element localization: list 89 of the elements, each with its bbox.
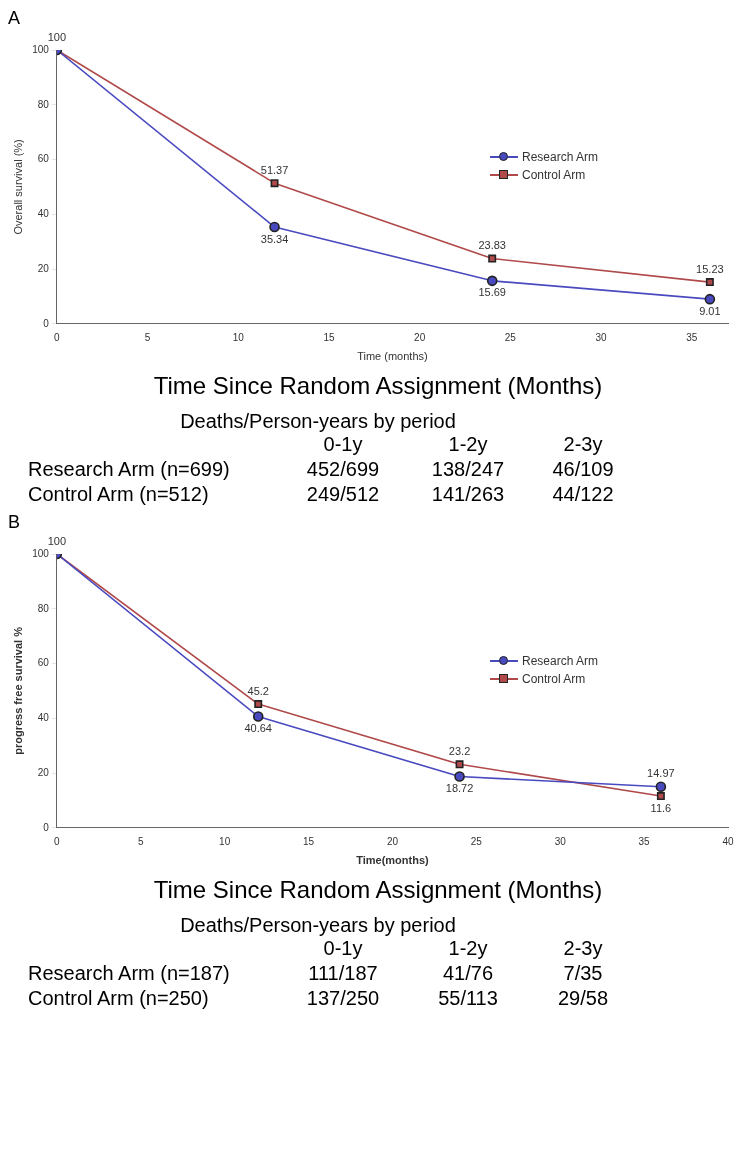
text: 2-3y [562, 937, 604, 960]
text: 41/76 [441, 962, 495, 985]
point [656, 792, 665, 801]
x-tick-label: 5 [144, 331, 151, 343]
point [254, 700, 263, 709]
x-tick-label: 25 [504, 331, 517, 343]
text: Research Arm (n=699) [28, 458, 231, 481]
text: Time Since Random Assignment (Months) [152, 372, 604, 400]
x-tick-label: 40 [722, 835, 734, 847]
data-label: 11.6 [650, 801, 672, 814]
data-label: 23.2 [448, 744, 471, 757]
text: 452/699 [305, 458, 381, 481]
legend-label: Research Arm [521, 653, 598, 670]
data-label: 51.37 [260, 163, 289, 176]
legend-label: Research Arm [521, 149, 598, 166]
point [269, 221, 280, 233]
y-tick-label: 40 [37, 712, 50, 724]
data-label: 9.01 [699, 304, 721, 317]
point [486, 275, 498, 287]
data-label: 35.34 [260, 232, 289, 245]
y-tick-label: 20 [37, 262, 50, 274]
point [704, 293, 716, 305]
point [655, 781, 667, 793]
text: 7/35 [562, 962, 604, 985]
data-label: 40.64 [244, 722, 272, 735]
y-axis-title: progress free survival % [11, 626, 24, 755]
x-tick-label: 15 [302, 835, 315, 847]
text: 55/113 [437, 987, 499, 1010]
x-tick-label: 10 [219, 835, 231, 847]
text: 1-2y [447, 433, 489, 456]
text: 138/247 [430, 458, 506, 481]
x-tick-label: 0 [54, 331, 61, 343]
point [252, 711, 264, 722]
data-label: 23.83 [478, 239, 506, 252]
point [488, 254, 497, 263]
y-tick-label: 100 [32, 547, 50, 559]
x-tick-label: 30 [554, 835, 567, 847]
text: 137/250 [305, 987, 381, 1010]
data-label: 15.23 [696, 262, 724, 275]
text: 0-1y [322, 433, 364, 456]
x-tick-label: 10 [232, 331, 245, 343]
text: Deaths/Person-years by period [179, 410, 457, 433]
y-tick-label: 40 [37, 208, 50, 220]
x-tick-label: 20 [414, 331, 426, 343]
x-axis-title: Time(months) [356, 854, 430, 867]
x-tick-label: 30 [595, 331, 608, 343]
text: 46/109 [551, 458, 615, 481]
x-tick-label: 35 [686, 331, 698, 343]
chart-title: A [8, 8, 21, 28]
x-tick-label: 5 [137, 835, 144, 847]
text: 1-2y [447, 937, 489, 960]
chart-title: B [8, 512, 21, 532]
legend-label: Control Arm [521, 671, 586, 688]
x-tick-label: 20 [386, 835, 399, 847]
text: 249/512 [305, 483, 381, 506]
x-tick-label: 15 [323, 331, 335, 343]
text: 29/58 [556, 987, 610, 1010]
text: Control Arm (n=512) [28, 483, 210, 506]
text: 0-1y [322, 937, 364, 960]
y-tick-label: 0 [43, 317, 50, 329]
text: 44/122 [551, 483, 615, 506]
data-label: 18.72 [445, 782, 474, 795]
text: Time Since Random Assignment (Months) [152, 876, 604, 904]
legend-label: Control Arm [521, 167, 586, 184]
point [705, 278, 714, 287]
point [455, 760, 464, 769]
y-tick-label: 80 [37, 602, 50, 614]
data-label: 15.69 [478, 286, 506, 299]
x-tick-label: 25 [470, 835, 483, 847]
x-tick-label: 35 [638, 835, 651, 847]
text: 2-3y [562, 433, 604, 456]
y-tick-label: 0 [43, 821, 50, 833]
point [270, 179, 279, 188]
x-tick-label: 0 [54, 835, 61, 847]
data-label: 14.97 [647, 767, 675, 780]
text: Deaths/Person-years by period [179, 914, 457, 937]
text: 111/187 [307, 962, 379, 985]
y-tick-label: 60 [37, 153, 50, 165]
data-label: 45.2 [247, 684, 269, 697]
text: 141/263 [430, 483, 506, 506]
text: Control Arm (n=250) [28, 987, 210, 1010]
point [454, 771, 465, 782]
y-tick-label: 80 [37, 98, 50, 110]
x-axis-title: Time (months) [357, 350, 428, 363]
y-tick-label: 20 [37, 766, 50, 778]
y-tick-label: 100 [32, 43, 50, 55]
text: Research Arm (n=187) [28, 962, 231, 985]
y-axis-title: Overall survival (%) [11, 139, 24, 235]
y-tick-label: 60 [37, 657, 50, 669]
